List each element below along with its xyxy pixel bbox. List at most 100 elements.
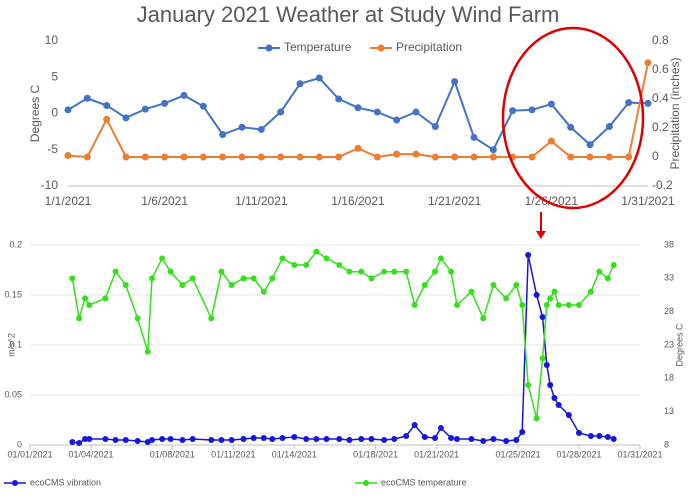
weather-chart: January 2021 Weather at Study Wind Farm -… <box>28 2 682 208</box>
y2-tick-label: 33 <box>664 273 674 283</box>
data-point <box>528 153 536 161</box>
data-point <box>489 153 497 161</box>
data-point <box>279 435 286 441</box>
data-point <box>82 436 89 442</box>
x-tick-label: 01/14/2021 <box>272 449 317 459</box>
data-point <box>336 262 343 268</box>
data-point <box>76 440 83 446</box>
data-point <box>470 133 478 141</box>
x-tick-label: 01/31/2021 <box>617 449 662 459</box>
y2-tick-label: 23 <box>664 339 674 349</box>
series-line <box>72 254 614 444</box>
data-point <box>134 438 141 444</box>
chart-title: January 2021 Weather at Study Wind Farm <box>137 2 560 27</box>
data-point <box>303 262 310 268</box>
y2-tick-label: 0.4 <box>652 91 669 105</box>
data-point <box>102 436 109 442</box>
y-tick-label: 0 <box>51 106 58 120</box>
data-point <box>431 153 439 161</box>
data-point <box>539 355 546 362</box>
data-point <box>313 436 320 442</box>
data-point <box>208 437 215 443</box>
y-axis-title: Degrees C <box>28 84 42 142</box>
data-point <box>489 146 497 154</box>
data-point <box>368 436 375 442</box>
data-point <box>509 107 517 115</box>
data-point <box>644 99 652 107</box>
data-point <box>354 144 362 152</box>
x-tick-label: 1/6/2021 <box>141 194 188 208</box>
data-point <box>381 268 388 275</box>
x-tick-label: 01/04/2021 <box>68 449 113 459</box>
data-point <box>159 255 166 262</box>
data-point <box>323 255 330 262</box>
data-point <box>373 108 381 116</box>
x-tick-label: 01/25/2021 <box>495 449 540 459</box>
series-line <box>71 250 615 420</box>
data-point <box>260 435 267 441</box>
y2-tick-label: 0.8 <box>652 33 669 47</box>
data-point <box>149 437 155 443</box>
data-point <box>576 430 582 436</box>
data-point <box>610 262 617 268</box>
legend-marker <box>377 44 385 52</box>
x-tick-label: 01/01/2021 <box>7 449 52 459</box>
highlight-circle <box>501 26 645 210</box>
legend-label: Temperature <box>284 40 352 54</box>
y2-tick-label: 18 <box>664 373 674 383</box>
data-point <box>291 262 298 268</box>
data-point <box>141 153 149 161</box>
data-point <box>539 314 546 320</box>
y-tick-label: 5 <box>51 69 58 83</box>
data-point <box>644 59 652 67</box>
y-tick-label: 0.1 <box>9 339 22 349</box>
x-tick-label: 01/21/2021 <box>414 449 459 459</box>
data-point <box>240 275 247 282</box>
data-point <box>83 94 91 102</box>
x-tick-label: 01/08/2021 <box>150 449 195 459</box>
data-point <box>260 288 267 295</box>
data-point <box>448 435 455 441</box>
data-point <box>470 153 478 161</box>
data-point <box>315 74 323 82</box>
data-point <box>103 115 111 123</box>
y2-tick-label: 8 <box>664 439 669 449</box>
data-point <box>565 302 572 308</box>
data-point <box>167 436 174 442</box>
data-point <box>149 275 155 282</box>
data-point <box>102 295 109 302</box>
data-point <box>296 153 304 161</box>
data-point <box>567 123 575 131</box>
data-point <box>567 153 575 161</box>
data-point <box>586 153 594 161</box>
data-point <box>250 275 257 282</box>
data-point <box>103 102 111 110</box>
data-point <box>277 153 285 161</box>
data-point <box>336 436 343 442</box>
data-point <box>393 116 401 124</box>
y-axis-title: m/s^2 <box>6 333 16 357</box>
x-tick-label: 01/28/2021 <box>556 449 601 459</box>
data-point <box>346 437 353 443</box>
y-tick-label: -5 <box>47 142 58 156</box>
y-tick-label: 0.2 <box>9 239 22 249</box>
data-point <box>411 302 418 308</box>
data-point <box>596 268 603 275</box>
data-point <box>543 362 550 368</box>
x-tick-label: 1/31/2021 <box>621 194 675 208</box>
x-tick-label: 1/1/2021 <box>45 194 92 208</box>
data-point <box>122 153 130 161</box>
data-point <box>604 434 611 440</box>
data-point <box>503 295 510 302</box>
data-point <box>83 153 91 161</box>
data-point <box>179 437 186 443</box>
data-point <box>625 99 633 107</box>
data-point <box>69 275 76 282</box>
legend-marker <box>12 480 18 486</box>
y2-axis-title: Precipitation (inches) <box>668 57 682 169</box>
data-point <box>480 315 487 322</box>
data-point <box>412 108 420 116</box>
data-point <box>412 150 420 158</box>
y2-axis-title: Degrees C <box>674 323 684 367</box>
